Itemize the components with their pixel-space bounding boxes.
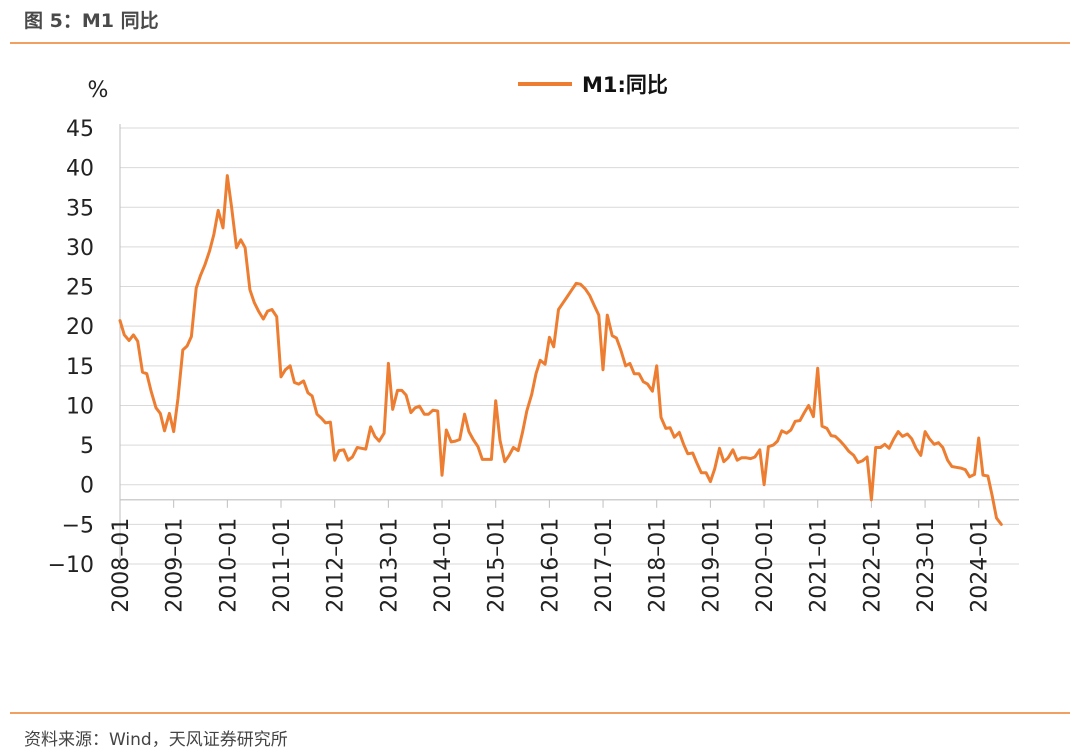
legend: M1:同比	[518, 73, 668, 97]
x-tick-label: 2023–01	[914, 518, 939, 613]
x-tick-label: 2014–01	[431, 518, 456, 613]
x-tick-label: 2008–01	[109, 518, 134, 613]
x-tick-labels: 2008–01 2009–01 2010–01 2011–01 2012–01 2013–…	[109, 518, 993, 613]
top-divider	[10, 42, 1070, 44]
x-tick-label: 2021–01	[807, 518, 832, 613]
axes	[119, 124, 1019, 564]
y-unit-label: %	[88, 78, 109, 103]
y-tick-label: −10	[48, 553, 94, 578]
y-tick-label: 20	[66, 315, 94, 340]
x-tick-label: 2017–01	[592, 518, 617, 613]
x-tick-label: 2016–01	[538, 518, 563, 613]
series-layer	[118, 174, 1003, 526]
y-tick-label: 5	[80, 434, 94, 459]
x-tick-label: 2010–01	[216, 518, 241, 613]
y-tick-label: 30	[66, 236, 94, 261]
y-tick-label: −5	[62, 513, 94, 538]
x-tick-label: 2011–01	[270, 518, 295, 613]
x-tick-label: 2022–01	[860, 518, 885, 613]
x-tick-label: 2013–01	[377, 518, 402, 613]
y-tick-label: 45	[66, 117, 94, 142]
x-tick-label: 2012–01	[324, 518, 349, 613]
figure-title: 图 5：M1 同比	[24, 10, 159, 32]
y-tick-labels: 45 40 35 30 25 20 15 10 5 0 −5 −10	[48, 117, 94, 578]
bottom-divider	[10, 712, 1070, 714]
y-tick-label: 40	[66, 157, 94, 182]
x-tick-label: 2024–01	[968, 518, 993, 613]
grid-lines	[120, 127, 1019, 565]
x-tick-label: 2019–01	[699, 518, 724, 613]
y-tick-label: 25	[66, 276, 94, 301]
x-tick-label: 2020–01	[753, 518, 778, 613]
legend-label-m1: M1:同比	[582, 73, 668, 97]
source-note: 资料来源：Wind，天风证券研究所	[24, 730, 288, 750]
y-tick-label: 10	[66, 394, 94, 419]
x-tick-label: 2018–01	[646, 518, 671, 613]
y-tick-label: 15	[66, 355, 94, 380]
y-tick-label: 0	[80, 474, 94, 499]
x-tick-label: 2015–01	[485, 518, 510, 613]
y-tick-label: 35	[66, 196, 94, 221]
x-tick-label: 2009–01	[163, 518, 188, 613]
series-line-m1	[118, 174, 1003, 526]
